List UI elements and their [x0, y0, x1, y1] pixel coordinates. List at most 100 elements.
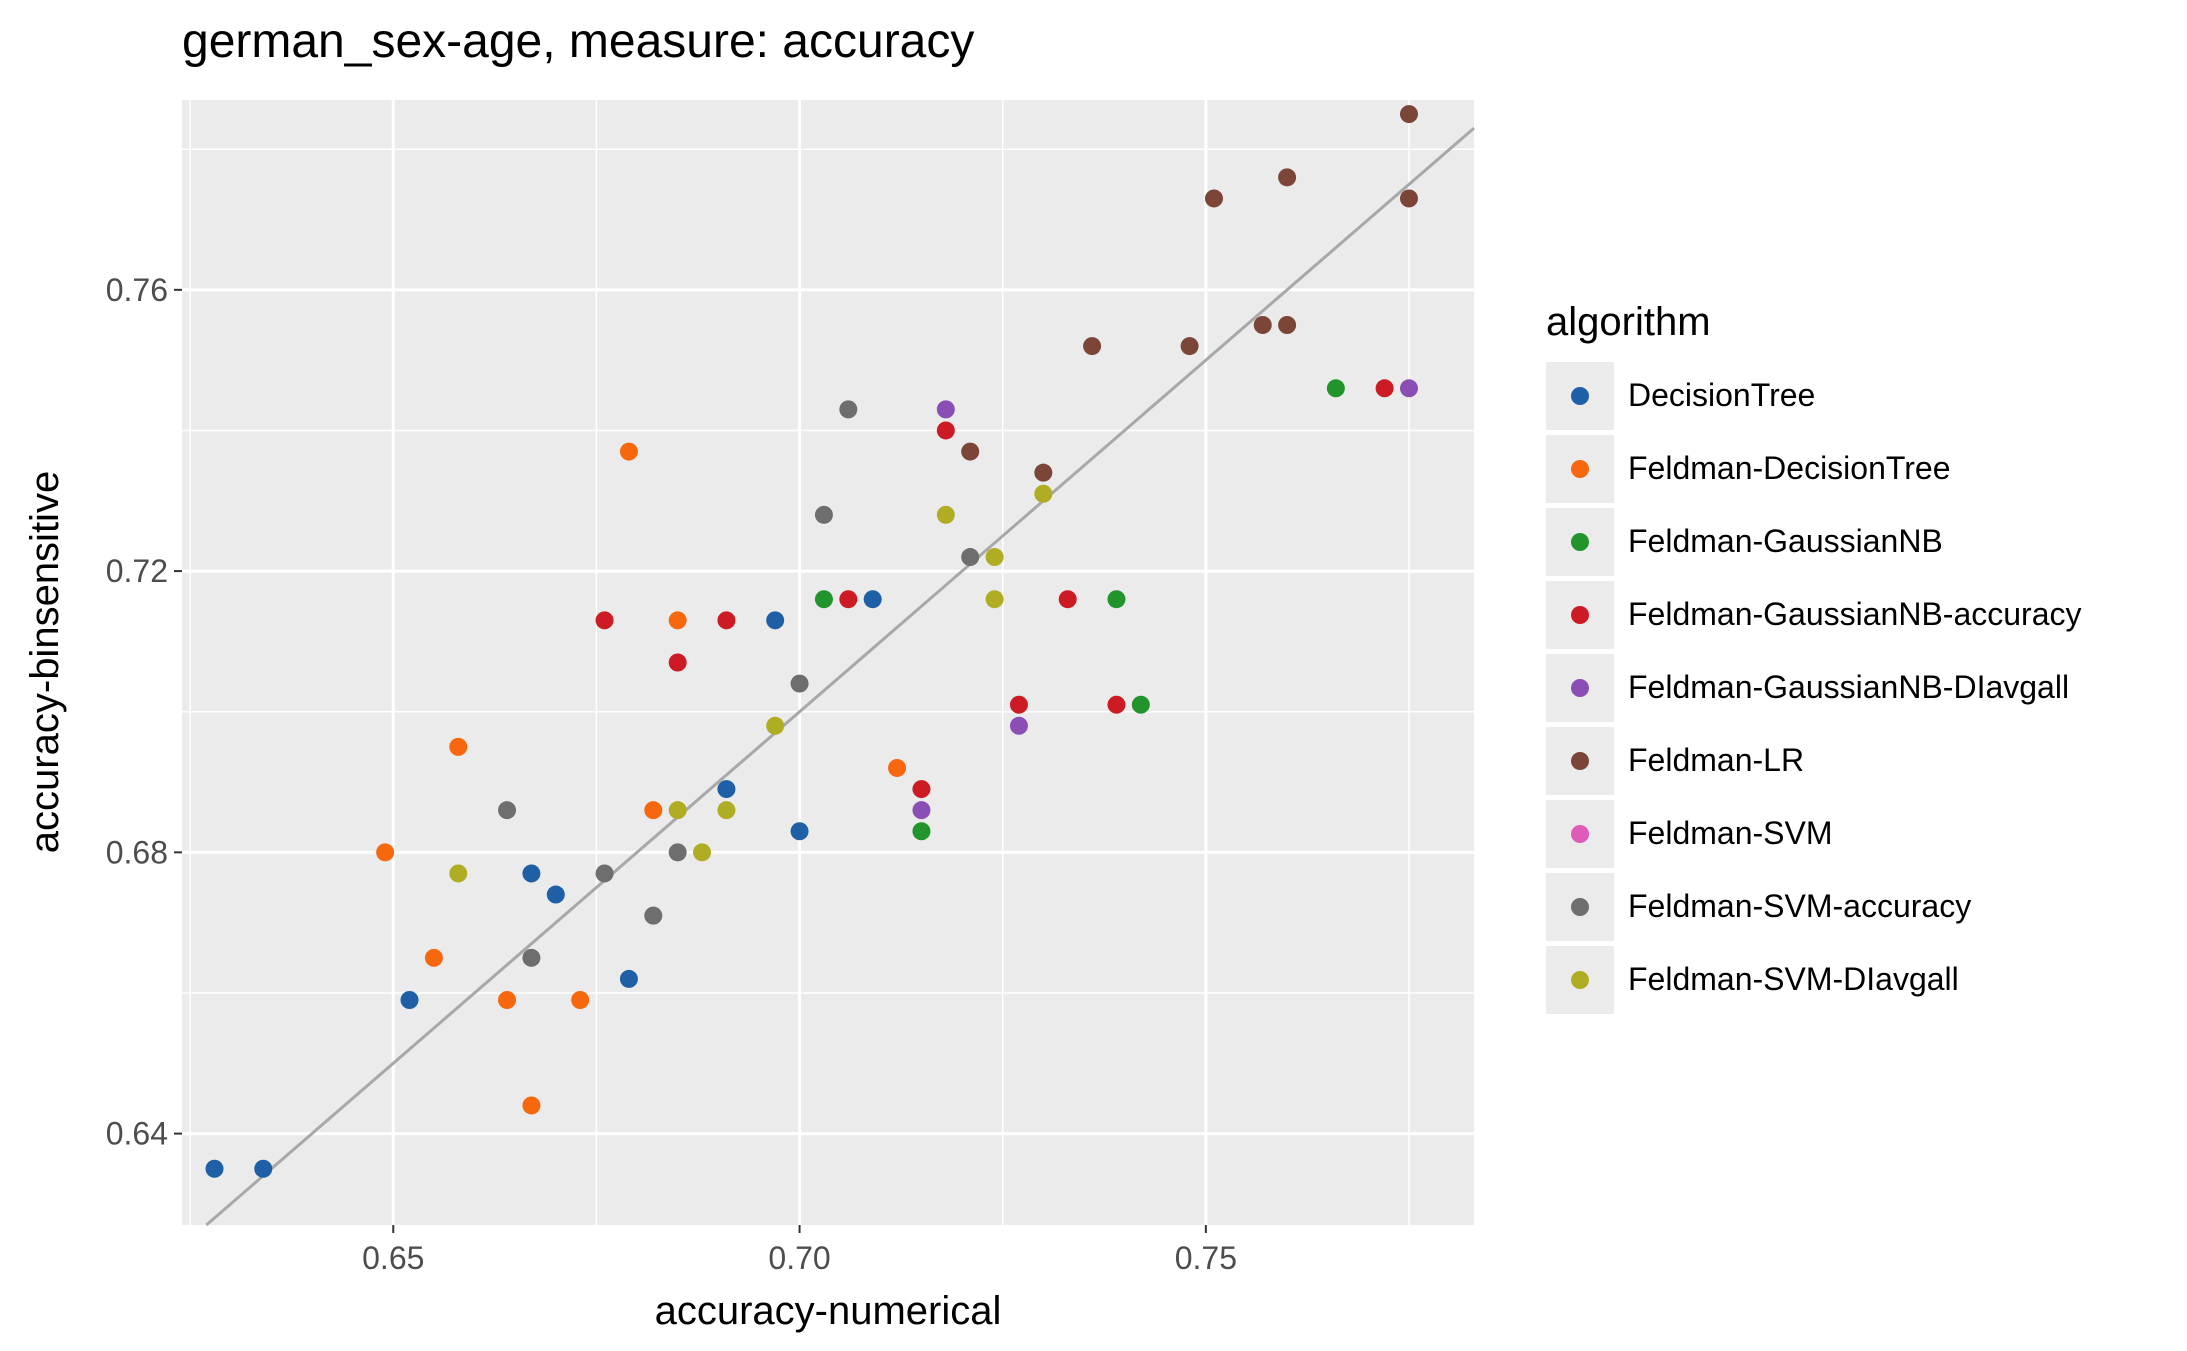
legend: algorithm DecisionTree Feldman-DecisionTr… — [1546, 300, 2082, 1016]
legend-swatch — [1571, 386, 1589, 405]
point-feldman-gaussiannb-diavgall — [1009, 716, 1028, 735]
point-feldman-gaussiannb — [1131, 695, 1150, 714]
legend-swatch — [1571, 605, 1589, 624]
legend-label: Feldman-LR — [1628, 742, 1805, 778]
point-feldman-gaussiannb-accuracy — [839, 590, 858, 609]
point-feldman-gaussiannb-accuracy — [717, 611, 736, 630]
legend-swatch — [1571, 532, 1589, 551]
y-tick-label: 0.64 — [106, 1116, 168, 1152]
point-feldman-svm-accuracy — [839, 400, 858, 419]
y-axis-ticks: 0.64 0.68 0.72 0.76 — [106, 272, 182, 1152]
x-tick-label: 0.75 — [1175, 1240, 1237, 1276]
point-decisiontree — [522, 864, 541, 883]
point-decisiontree — [717, 780, 736, 799]
legend-item: Feldman-SVM-DIavgall — [1546, 943, 2082, 1016]
data-points — [205, 105, 1418, 1178]
legend-label: Feldman-SVM — [1628, 815, 1833, 851]
legend-key — [1546, 580, 1614, 649]
point-decisiontree — [766, 611, 785, 630]
major-gridlines — [182, 100, 1474, 1225]
point-feldman-svm-diavgall — [766, 716, 785, 735]
point-feldman-svm-accuracy — [814, 505, 833, 524]
point-feldman-svm-accuracy — [668, 843, 687, 862]
legend-title: algorithm — [1546, 300, 1711, 344]
x-tick-label: 0.65 — [362, 1240, 424, 1276]
legend-swatch — [1571, 459, 1589, 478]
point-feldman-svm-diavgall — [985, 548, 1004, 567]
point-feldman-svm-accuracy — [644, 906, 663, 925]
point-feldman-lr — [1278, 168, 1297, 187]
x-axis-title: accuracy-numerical — [655, 1289, 1002, 1333]
y-axis-title: accuracy-binsensitive — [23, 471, 67, 853]
point-feldman-decisiontree — [522, 1096, 541, 1115]
point-feldman-gaussiannb-accuracy — [595, 611, 614, 630]
point-feldman-decisiontree — [644, 801, 663, 820]
point-feldman-lr — [1034, 463, 1053, 482]
point-feldman-svm-diavgall — [1034, 484, 1053, 503]
legend-swatch — [1571, 897, 1589, 916]
legend-item: DecisionTree — [1546, 359, 2082, 432]
point-feldman-gaussiannb — [1326, 379, 1345, 398]
point-feldman-gaussiannb-diavgall — [936, 400, 955, 419]
point-feldman-gaussiannb-accuracy — [912, 780, 931, 799]
point-feldman-lr — [1083, 337, 1102, 356]
legend-swatch — [1571, 970, 1589, 989]
point-decisiontree — [790, 822, 809, 841]
legend-key — [1546, 726, 1614, 795]
chart-title: german_sex-age, measure: accuracy — [182, 15, 975, 68]
point-feldman-gaussiannb-accuracy — [1009, 695, 1028, 714]
point-feldman-gaussiannb — [814, 590, 833, 609]
legend-item: Feldman-GaussianNB-DIavgall — [1546, 651, 2082, 724]
legend-label: Feldman-SVM-DIavgall — [1628, 961, 1959, 997]
point-feldman-svm-diavgall — [985, 590, 1004, 609]
point-feldman-svm-accuracy — [522, 948, 541, 967]
point-feldman-decisiontree — [888, 758, 907, 777]
legend-item: Feldman-GaussianNB — [1546, 505, 2082, 578]
legend-items: DecisionTree Feldman-DecisionTree Feldman-… — [1546, 359, 2082, 1016]
y-tick-label: 0.68 — [106, 834, 168, 870]
point-feldman-gaussiannb-accuracy — [668, 653, 687, 672]
point-feldman-lr — [1253, 316, 1272, 334]
legend-key — [1546, 507, 1614, 576]
point-feldman-decisiontree — [449, 737, 468, 756]
point-feldman-lr — [1180, 337, 1199, 356]
legend-item: Feldman-DecisionTree — [1546, 432, 2082, 505]
legend-label: Feldman-GaussianNB — [1628, 523, 1943, 559]
point-feldman-svm-diavgall — [717, 801, 736, 820]
legend-label: Feldman-GaussianNB-accuracy — [1628, 596, 2082, 632]
point-decisiontree — [254, 1159, 273, 1178]
point-feldman-lr — [1278, 316, 1297, 334]
legend-label: Feldman-GaussianNB-DIavgall — [1628, 669, 2070, 705]
point-feldman-decisiontree — [571, 991, 590, 1009]
reference-line-layer — [205, 126, 1475, 1227]
legend-swatch — [1571, 678, 1589, 697]
point-feldman-lr — [1399, 105, 1418, 124]
legend-key — [1546, 945, 1614, 1014]
legend-label: Feldman-SVM-accuracy — [1628, 888, 1972, 924]
point-feldman-gaussiannb-accuracy — [936, 421, 955, 440]
y-tick-label: 0.76 — [106, 272, 168, 308]
legend-item: Feldman-SVM-accuracy — [1546, 870, 2082, 943]
legend-key — [1546, 361, 1614, 430]
point-feldman-svm-diavgall — [449, 864, 468, 883]
point-feldman-decisiontree — [424, 948, 443, 967]
plot-panel — [182, 100, 1474, 1225]
x-axis-ticks: 0.65 0.70 0.75 — [362, 1225, 1237, 1276]
point-decisiontree — [863, 590, 882, 609]
point-decisiontree — [400, 991, 419, 1009]
point-feldman-gaussiannb-diavgall — [912, 801, 931, 820]
point-decisiontree — [619, 969, 638, 988]
point-feldman-decisiontree — [376, 843, 395, 862]
point-feldman-gaussiannb-accuracy — [1107, 695, 1126, 714]
legend-label: Feldman-DecisionTree — [1628, 450, 1951, 486]
point-feldman-lr — [961, 442, 980, 461]
point-feldman-decisiontree — [498, 991, 517, 1009]
point-feldman-svm-accuracy — [595, 864, 614, 883]
legend-item: Feldman-GaussianNB-accuracy — [1546, 578, 2082, 651]
legend-item: Feldman-SVM — [1546, 797, 2082, 870]
legend-key — [1546, 872, 1614, 941]
point-feldman-svm-accuracy — [790, 674, 809, 693]
point-feldman-decisiontree — [619, 442, 638, 461]
legend-key — [1546, 653, 1614, 722]
